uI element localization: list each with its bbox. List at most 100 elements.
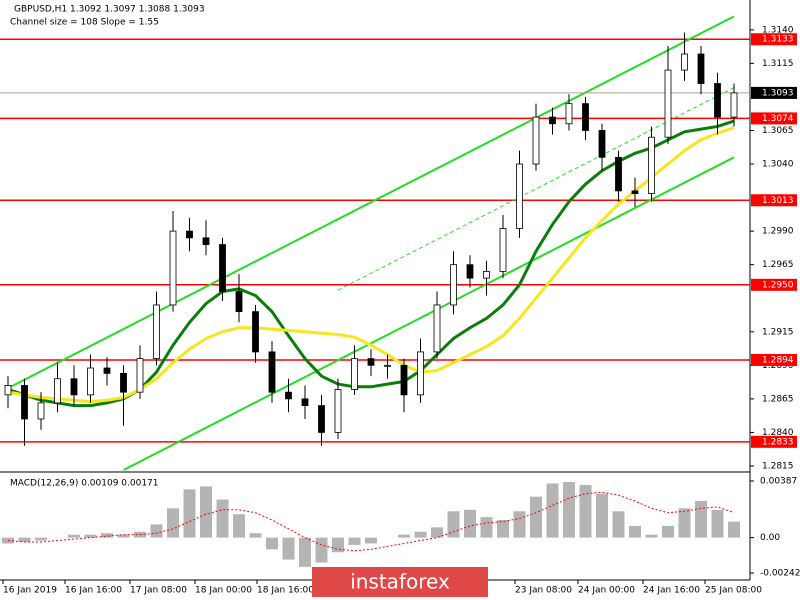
candle-body bbox=[697, 53, 705, 84]
y-tick-label: 1.3140 bbox=[762, 25, 794, 35]
x-tick-label: 24 Jan 16:00 bbox=[643, 586, 700, 596]
chart-title: GBPUSD,H1 1.3092 1.3097 1.3088 1.3093 bbox=[14, 5, 205, 15]
macd-bar bbox=[513, 511, 526, 538]
macd-bar bbox=[563, 482, 575, 538]
candle-body bbox=[351, 358, 358, 390]
candle-body bbox=[37, 402, 45, 420]
level-label: 1.3074 bbox=[762, 114, 794, 124]
candle-body bbox=[582, 103, 589, 131]
candle-body bbox=[664, 69, 672, 138]
watermark-box bbox=[312, 567, 488, 597]
macd-title: MACD(12,26,9) 0.00109 0.00171 bbox=[10, 479, 159, 489]
candle-body bbox=[235, 291, 243, 313]
candle-body bbox=[532, 116, 540, 165]
y-tick-label: 1.2915 bbox=[762, 327, 794, 337]
macd-bar bbox=[216, 499, 229, 538]
macd-signal bbox=[7, 491, 735, 552]
macd-bar bbox=[447, 511, 460, 538]
macd-bar bbox=[695, 501, 707, 538]
candle-body bbox=[400, 364, 408, 396]
macd-bar bbox=[282, 537, 295, 560]
candle-body bbox=[54, 378, 61, 404]
candle-body bbox=[70, 378, 78, 396]
y-tick-label: 1.3115 bbox=[762, 59, 794, 69]
level-label-box bbox=[751, 353, 797, 366]
macd-bar bbox=[728, 521, 740, 538]
macd-bar bbox=[629, 525, 641, 538]
candle-body bbox=[483, 270, 490, 279]
macd-bar bbox=[150, 524, 163, 538]
macd-bar bbox=[711, 509, 724, 538]
candle-body bbox=[417, 351, 424, 396]
candle-body bbox=[433, 304, 441, 353]
candle-body bbox=[318, 405, 325, 433]
x-tick-label: 16 Jan 2019 bbox=[3, 586, 57, 596]
candle-body bbox=[103, 367, 111, 374]
candle-body bbox=[153, 304, 160, 360]
y-tick-label: 1.2865 bbox=[762, 394, 794, 404]
level-label: 1.2894 bbox=[762, 355, 794, 365]
candle-body bbox=[285, 391, 292, 400]
channel-line bbox=[123, 156, 735, 471]
macd-bar bbox=[315, 537, 328, 563]
candle-body bbox=[499, 228, 507, 272]
macd-bar bbox=[612, 511, 625, 538]
x-tick-label: 23 Jan 08:00 bbox=[515, 586, 572, 596]
level-label-box bbox=[751, 33, 797, 46]
candle-body bbox=[631, 190, 639, 194]
macd-y-tick-label: 0.00387 bbox=[760, 476, 797, 486]
candle-body bbox=[565, 103, 573, 125]
level-label-box bbox=[751, 278, 797, 291]
macd-bar bbox=[414, 531, 427, 538]
x-tick-label: 16 Jan 16:00 bbox=[65, 586, 122, 596]
candle-body bbox=[367, 358, 375, 366]
y-tick-label: 1.2815 bbox=[762, 461, 794, 471]
macd-bar bbox=[662, 525, 674, 538]
candle-body bbox=[268, 351, 276, 393]
macd-bar bbox=[431, 527, 443, 538]
y-tick-label: 1.3065 bbox=[762, 126, 794, 136]
macd-bar bbox=[84, 534, 97, 538]
candle-body bbox=[301, 398, 309, 406]
candle-body bbox=[681, 53, 688, 71]
candle-body bbox=[450, 264, 457, 306]
level-label-box bbox=[751, 194, 797, 207]
candle-body bbox=[21, 385, 28, 420]
macd-bar bbox=[497, 520, 509, 538]
macd-bar bbox=[332, 537, 344, 553]
candle-body bbox=[384, 364, 391, 367]
candle-body bbox=[136, 358, 144, 393]
macd-bar bbox=[183, 489, 196, 538]
x-tick-label: 17 Jan 08:00 bbox=[130, 586, 187, 596]
x-tick-label: 18 Jan 16:00 bbox=[257, 586, 314, 596]
candle-body bbox=[186, 230, 193, 239]
macd-bar bbox=[35, 537, 47, 541]
macd-bar bbox=[101, 533, 113, 538]
candle-body bbox=[549, 116, 556, 125]
last-price-box bbox=[751, 86, 797, 99]
macd-bar bbox=[579, 484, 592, 538]
x-tick-label: 24 Jan 00:00 bbox=[578, 586, 635, 596]
candle-body bbox=[120, 372, 127, 393]
candle-body bbox=[516, 163, 523, 229]
candle-body bbox=[615, 156, 622, 192]
macd-bar bbox=[546, 483, 559, 538]
moving-average bbox=[7, 126, 735, 404]
candle-body bbox=[4, 385, 12, 396]
candle-body bbox=[730, 92, 738, 118]
candle-body bbox=[219, 244, 226, 292]
macd-bar bbox=[233, 514, 245, 538]
level-label: 1.3013 bbox=[762, 196, 794, 206]
macd-bar bbox=[200, 486, 212, 538]
macd-bar bbox=[398, 534, 410, 538]
macd-bar bbox=[68, 534, 80, 538]
x-tick-label: 25 Jan 08:00 bbox=[705, 586, 762, 596]
plot-layer: 1.3140 1.3115 1.3065 1.3040 1.2990 1.2965 1.29… bbox=[0, 15, 800, 597]
macd-bar bbox=[167, 508, 179, 538]
x-tick-label: 18 Jan 00:00 bbox=[195, 586, 252, 596]
candle-body bbox=[598, 130, 606, 158]
level-label-box bbox=[751, 435, 797, 448]
level-label: 1.3133 bbox=[762, 35, 794, 45]
y-tick-label: 1.3040 bbox=[762, 160, 794, 170]
